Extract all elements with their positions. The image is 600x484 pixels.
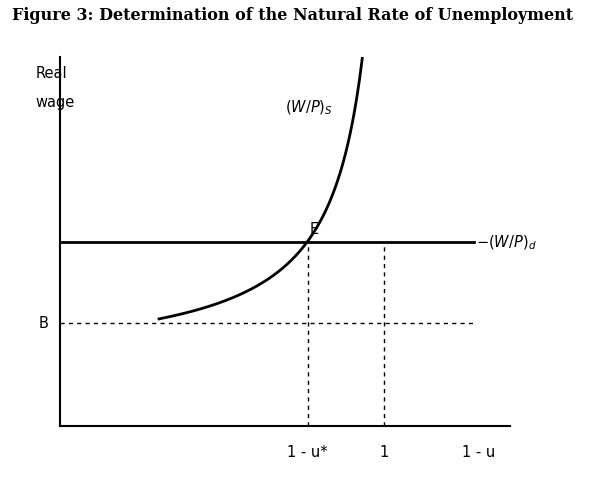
Text: $(W/P)_S$: $(W/P)_S$ — [285, 99, 333, 117]
Text: Figure 3: Determination of the Natural Rate of Unemployment: Figure 3: Determination of the Natural R… — [12, 7, 573, 24]
Text: B: B — [39, 316, 49, 331]
Text: 1 - u*: 1 - u* — [287, 444, 328, 459]
Text: E: E — [310, 222, 319, 237]
Text: $-(W/P)_d$: $-(W/P)_d$ — [476, 233, 537, 251]
Text: Real: Real — [35, 65, 67, 80]
Text: 1 - u: 1 - u — [462, 444, 495, 459]
Text: 1: 1 — [379, 444, 389, 459]
Text: wage: wage — [35, 95, 74, 110]
